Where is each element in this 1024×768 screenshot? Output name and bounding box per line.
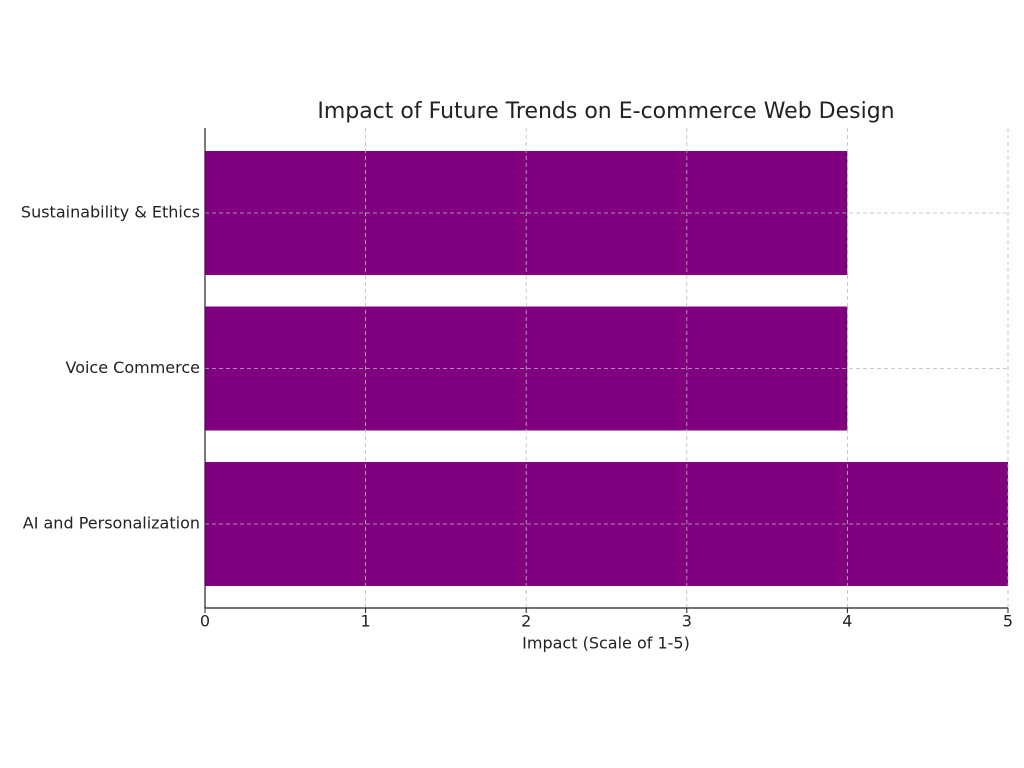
x-tick-label: 2 <box>521 612 531 631</box>
y-tick-label: AI and Personalization <box>23 514 200 533</box>
y-tick-label: Sustainability & Ethics <box>21 203 200 222</box>
x-axis-label: Impact (Scale of 1-5) <box>522 634 690 653</box>
chart-title: Impact of Future Trends on E-commerce We… <box>317 99 894 124</box>
x-tick-label: 1 <box>361 612 371 631</box>
x-tick-label: 5 <box>1003 612 1013 631</box>
x-tick-label: 4 <box>842 612 852 631</box>
y-tick-label: Voice Commerce <box>65 358 200 377</box>
x-tick-label: 3 <box>682 612 692 631</box>
x-tick-label: 0 <box>200 612 210 631</box>
